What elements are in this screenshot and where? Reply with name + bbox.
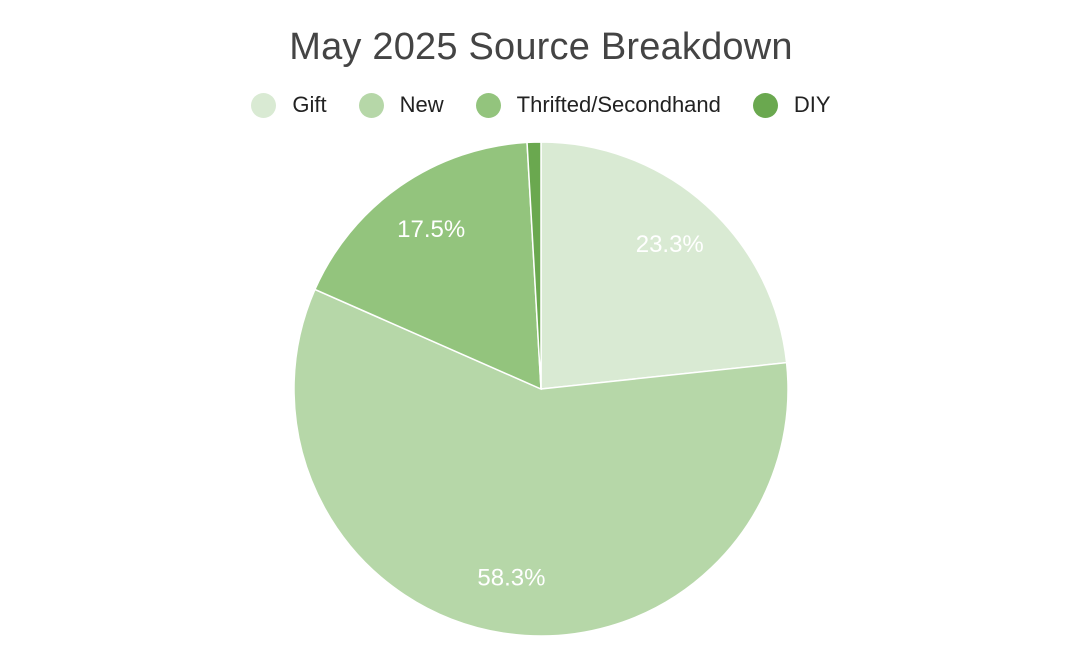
pie-slice-diy[interactable]	[526, 141, 542, 390]
legend: Gift New Thrifted/Secondhand DIY	[0, 92, 1082, 118]
legend-item-thrifted[interactable]: Thrifted/Secondhand	[475, 92, 721, 118]
pie-slice-new[interactable]	[293, 288, 789, 637]
legend-label-new: New	[399, 92, 444, 117]
pie-slice-gift[interactable]	[540, 141, 788, 390]
slice-label-new: 58.3%	[477, 565, 545, 592]
chart-title: May 2025 Source Breakdown	[289, 26, 793, 68]
legend-swatch-new	[358, 92, 384, 118]
legend-item-gift[interactable]: Gift	[251, 92, 327, 118]
slice-label-gift: 23.3%	[636, 231, 704, 258]
legend-item-new[interactable]: New	[358, 92, 444, 118]
legend-swatch-gift	[251, 92, 277, 118]
pie-slice-thrifted-secondhand[interactable]	[313, 141, 542, 391]
legend-label-diy: DIY	[793, 92, 831, 117]
legend-label-gift: Gift	[292, 92, 327, 117]
legend-item-diy[interactable]: DIY	[752, 92, 831, 118]
legend-label-thrifted: Thrifted/Secondhand	[516, 92, 721, 117]
legend-swatch-diy	[752, 92, 778, 118]
legend-swatch-thrifted	[475, 92, 501, 118]
slice-label-thrifted-secondhand: 17.5%	[397, 216, 465, 243]
